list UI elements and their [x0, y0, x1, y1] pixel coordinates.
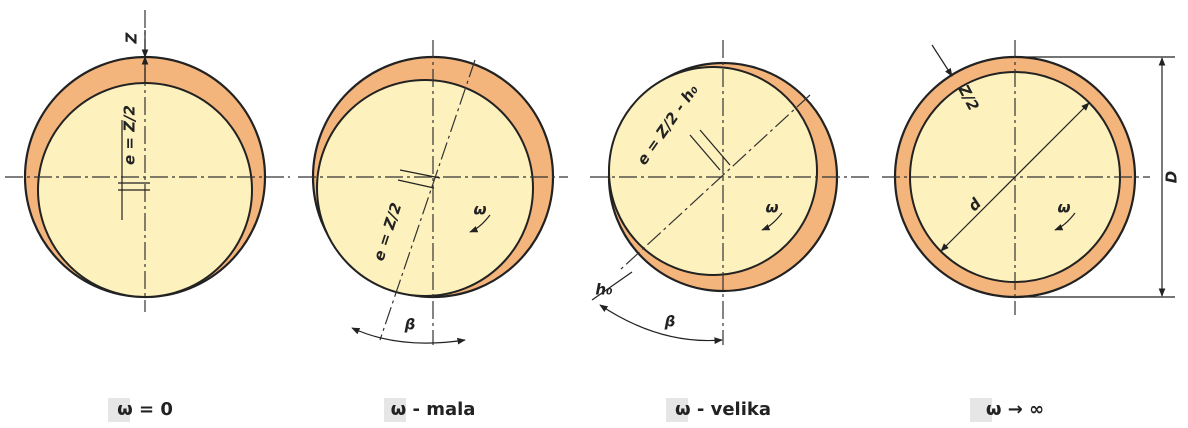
caption: ω - mala [391, 399, 476, 420]
label: ω [1057, 199, 1070, 217]
caption: ω = 0 [117, 399, 173, 420]
angle-arc [351, 327, 466, 345]
rotation-arrow [761, 212, 783, 231]
caption: ω → ∞ [986, 399, 1044, 420]
caption: ω - velika [675, 399, 771, 420]
highlight [108, 398, 130, 422]
dimension [399, 169, 441, 179]
bearing-static: Z e = Z/2 ω = 0 [5, 10, 290, 422]
rotation-arrow [469, 214, 491, 233]
dimension [591, 271, 633, 301]
rotation-arrow [1054, 212, 1076, 231]
arrow [931, 44, 953, 77]
angle-arc [599, 304, 723, 344]
bearing-low-speed: e = Z/2 β ω ω - mala [298, 40, 568, 422]
label: h₀ [595, 281, 613, 299]
bearing-high-speed: e = Z/2 - h₀ h₀ β ω ω - velika [590, 40, 870, 422]
highlight [970, 398, 992, 422]
dimension [940, 102, 1090, 252]
label: β [404, 316, 416, 334]
center-line [619, 94, 811, 271]
bearing-infinite-speed: Z/2 d ω D ω → ∞ [882, 40, 1181, 422]
label: β [664, 313, 676, 331]
center-line [379, 59, 476, 341]
shaft [608, 66, 818, 276]
dimension [699, 129, 731, 166]
label: ω [473, 201, 486, 219]
label: D [1163, 171, 1181, 183]
highlight [666, 398, 688, 422]
dimension [397, 179, 435, 189]
label: ω [765, 199, 778, 217]
label: e = Z/2 [121, 105, 139, 165]
highlight [384, 398, 406, 422]
shaft [316, 79, 534, 297]
label: Z [123, 31, 141, 44]
dimension [689, 134, 721, 171]
